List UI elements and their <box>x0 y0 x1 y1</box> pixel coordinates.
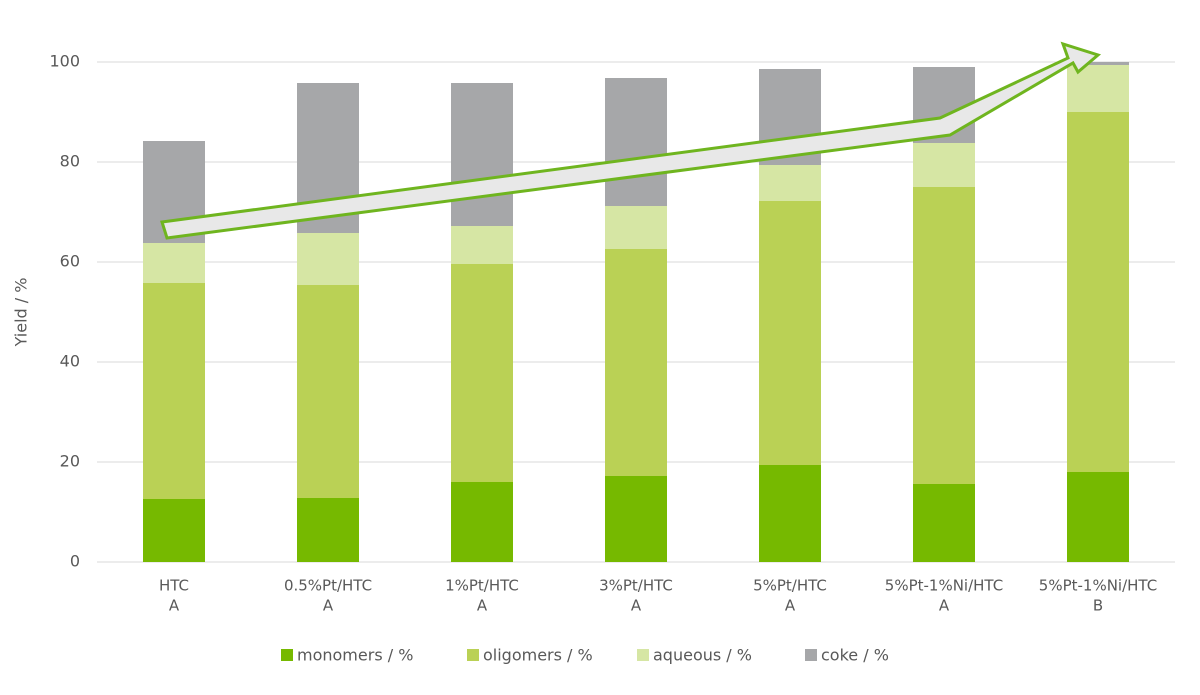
y-tick-label: 80 <box>60 152 80 171</box>
x-tick-label: A <box>939 597 950 615</box>
y-tick-label: 20 <box>60 452 80 471</box>
legend-swatch <box>637 649 649 661</box>
bar-segment <box>759 201 821 465</box>
bar-segment <box>1067 62 1129 65</box>
legend-label: oligomers / % <box>483 646 593 665</box>
x-tick-label: A <box>169 597 180 615</box>
x-tick-label: 1%Pt/HTC <box>445 577 519 595</box>
bar-segment <box>451 226 513 264</box>
x-tick-label: B <box>1093 597 1103 615</box>
y-tick-label: 60 <box>60 252 80 271</box>
bar-segment <box>143 283 205 499</box>
legend-label: coke / % <box>821 646 889 665</box>
bar-segment <box>605 78 667 206</box>
x-tick-label: A <box>631 597 642 615</box>
bar-segment <box>143 499 205 562</box>
x-tick-label: HTC <box>159 577 189 595</box>
bar-segment <box>143 243 205 283</box>
bar-segment <box>297 233 359 285</box>
bar-segment <box>451 83 513 226</box>
legend-swatch <box>281 649 293 661</box>
y-tick-label: 0 <box>70 552 80 571</box>
x-tick-label: 5%Pt-1%Ni/HTC <box>885 577 1003 595</box>
bar-segment <box>1067 65 1129 112</box>
bar-segment <box>759 165 821 201</box>
bar-segment <box>297 285 359 498</box>
x-tick-label: A <box>477 597 488 615</box>
y-axis-label: Yield / % <box>12 278 31 348</box>
legend-swatch <box>467 649 479 661</box>
x-tick-label: A <box>323 597 334 615</box>
bar-segment <box>451 264 513 482</box>
legend-label: monomers / % <box>297 646 413 665</box>
bar-segment <box>913 143 975 187</box>
bar-segment <box>297 498 359 562</box>
trend-arrow <box>160 41 1102 240</box>
x-tick-label: 3%Pt/HTC <box>599 577 673 595</box>
bar-segment <box>605 249 667 476</box>
x-tick-label: 5%Pt/HTC <box>753 577 827 595</box>
bar-segment <box>1067 472 1129 562</box>
y-tick-label: 40 <box>60 352 80 371</box>
legend-label: aqueous / % <box>653 646 752 665</box>
bar-segment <box>913 187 975 484</box>
bar-segment <box>759 465 821 562</box>
bar-segment <box>605 476 667 562</box>
plot-area: 0 20 40 60 80 100 HTC A 0.5%Pt/HTC A 1%Pt/HTC A 3%Pt… <box>49 52 1175 615</box>
y-tick-label: 100 <box>49 52 80 71</box>
legend-swatch <box>805 649 817 661</box>
bar-segment <box>605 206 667 249</box>
bar-segment <box>1067 112 1129 472</box>
x-tick-label: 0.5%Pt/HTC <box>284 577 372 595</box>
x-tick-label: A <box>785 597 796 615</box>
x-tick-label: 5%Pt-1%Ni/HTC <box>1039 577 1157 595</box>
bar-segment <box>913 484 975 562</box>
bar-segment <box>451 482 513 562</box>
legend: monomers / % oligomers / % aqueous / % coke… <box>281 646 889 665</box>
